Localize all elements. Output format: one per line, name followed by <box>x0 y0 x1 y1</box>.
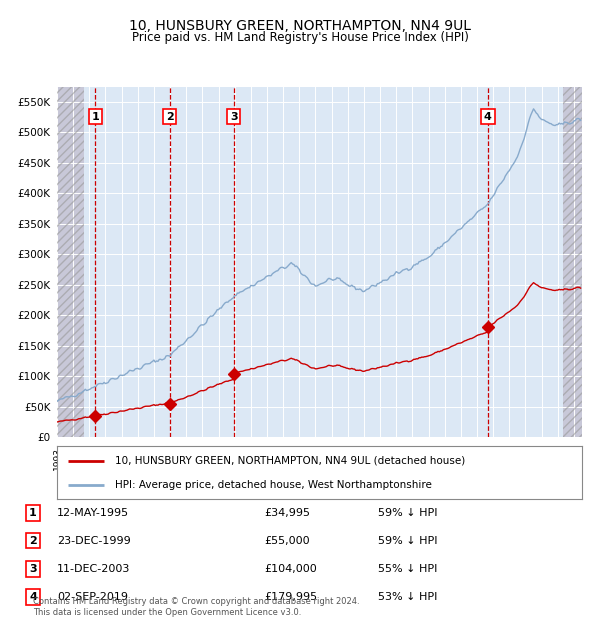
Text: 59% ↓ HPI: 59% ↓ HPI <box>378 508 437 518</box>
Bar <box>563 87 582 437</box>
Text: 10, HUNSBURY GREEN, NORTHAMPTON, NN4 9UL: 10, HUNSBURY GREEN, NORTHAMPTON, NN4 9UL <box>129 19 471 33</box>
Text: 10, HUNSBURY GREEN, NORTHAMPTON, NN4 9UL (detached house): 10, HUNSBURY GREEN, NORTHAMPTON, NN4 9UL… <box>115 456 465 466</box>
Text: 1: 1 <box>29 508 37 518</box>
Bar <box>57 87 85 437</box>
Bar <box>57 87 85 437</box>
Text: 3: 3 <box>29 564 37 574</box>
Text: 2: 2 <box>29 536 37 546</box>
Text: Price paid vs. HM Land Registry's House Price Index (HPI): Price paid vs. HM Land Registry's House … <box>131 31 469 44</box>
Text: 11-DEC-2003: 11-DEC-2003 <box>57 564 130 574</box>
Text: 2: 2 <box>166 112 173 122</box>
Text: £34,995: £34,995 <box>264 508 310 518</box>
Text: 55% ↓ HPI: 55% ↓ HPI <box>378 564 437 574</box>
Text: 1: 1 <box>91 112 99 122</box>
Text: £104,000: £104,000 <box>264 564 317 574</box>
Text: 4: 4 <box>484 112 492 122</box>
Text: 4: 4 <box>29 592 37 602</box>
Text: 02-SEP-2019: 02-SEP-2019 <box>57 592 128 602</box>
Text: HPI: Average price, detached house, West Northamptonshire: HPI: Average price, detached house, West… <box>115 480 431 490</box>
Text: 3: 3 <box>230 112 238 122</box>
Bar <box>563 87 582 437</box>
Text: 53% ↓ HPI: 53% ↓ HPI <box>378 592 437 602</box>
Text: 59% ↓ HPI: 59% ↓ HPI <box>378 536 437 546</box>
Text: £55,000: £55,000 <box>264 536 310 546</box>
Text: £179,995: £179,995 <box>264 592 317 602</box>
Text: 12-MAY-1995: 12-MAY-1995 <box>57 508 129 518</box>
Text: Contains HM Land Registry data © Crown copyright and database right 2024.
This d: Contains HM Land Registry data © Crown c… <box>33 598 359 617</box>
Text: 23-DEC-1999: 23-DEC-1999 <box>57 536 131 546</box>
